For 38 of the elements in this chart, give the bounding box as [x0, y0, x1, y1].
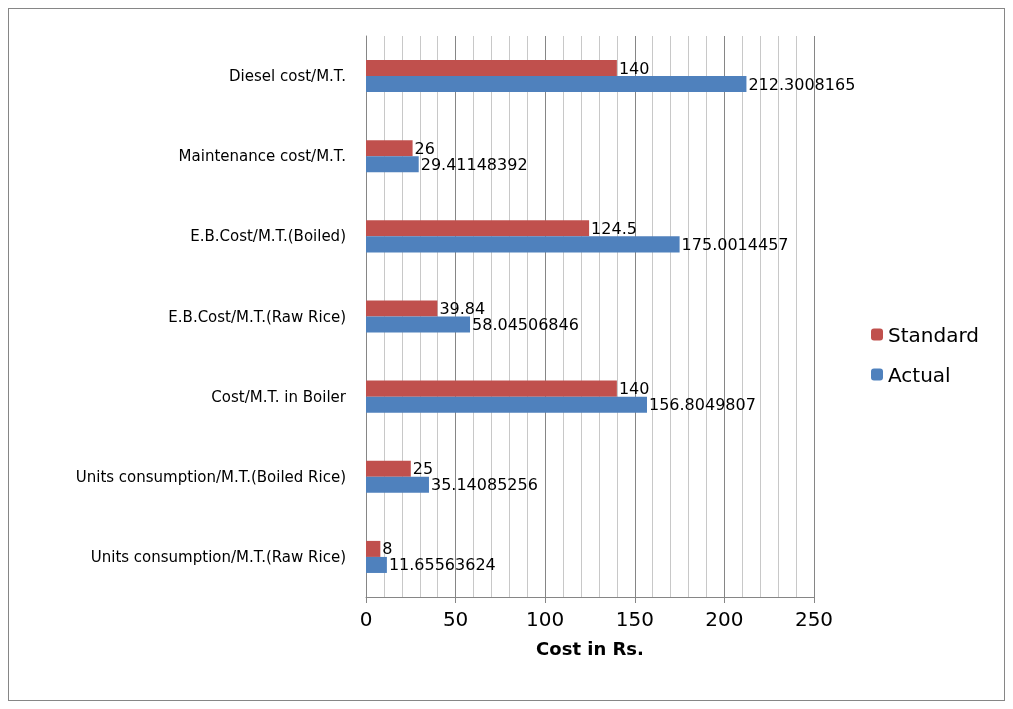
y-tick-label: Diesel cost/M.T.: [229, 67, 346, 86]
bar: [366, 300, 438, 317]
data-label: 212.3008165: [748, 74, 856, 94]
bar: [366, 476, 429, 493]
data-label: 58.04506846: [472, 315, 579, 335]
x-tick-label: 200: [705, 607, 744, 631]
x-tick-label: 150: [615, 607, 654, 631]
bar: [366, 140, 413, 157]
bar: [366, 236, 680, 253]
bar: [366, 220, 590, 237]
y-tick-label: Cost/M.T. in Boiler: [211, 387, 347, 406]
data-label: 156.8049807: [648, 395, 756, 415]
data-label: 175.0014457: [681, 234, 789, 254]
data-label: 140: [618, 58, 650, 78]
data-label: 39.84: [439, 298, 486, 318]
x-tick-label: 0: [359, 607, 373, 631]
bar: [366, 396, 647, 413]
y-tick-label: E.B.Cost/M.T.(Raw Rice): [168, 307, 346, 326]
data-label: 124.5: [591, 218, 637, 238]
data-label: 140: [618, 379, 650, 399]
bar: [366, 556, 387, 573]
x-tick-label: 100: [526, 607, 565, 631]
x-tick-label: 50: [442, 607, 469, 631]
bar: [366, 156, 419, 173]
bar: [366, 540, 381, 557]
bar: [366, 316, 471, 333]
y-tick-label: E.B.Cost/M.T.(Boiled): [190, 227, 346, 246]
bar: [366, 60, 617, 77]
x-tick-label: 250: [794, 607, 834, 631]
x-axis-title: Cost in Rs.: [536, 637, 644, 659]
bar: [366, 76, 747, 93]
y-tick-label: Units consumption/M.T.(Boiled Rice): [75, 467, 346, 486]
legend-label: Standard: [888, 322, 980, 347]
bar: [366, 460, 411, 477]
y-tick-label: Maintenance cost/M.T.: [178, 147, 346, 166]
bar: [366, 380, 617, 397]
y-tick-label: Units consumption/M.T.(Raw Rice): [90, 547, 346, 566]
legend-label: Actual: [888, 362, 951, 387]
